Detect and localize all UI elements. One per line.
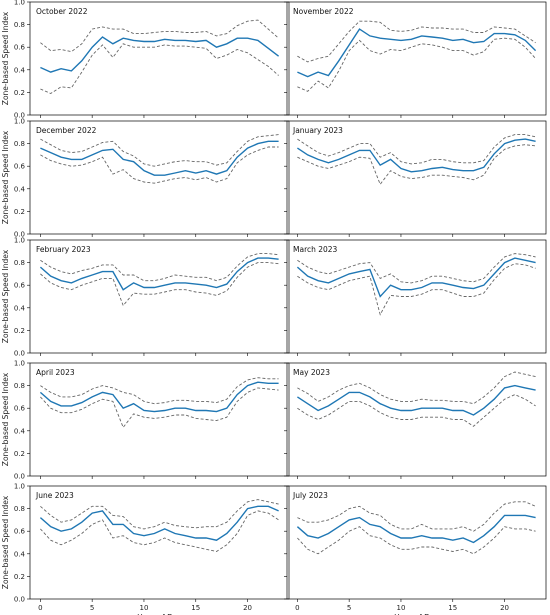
panel-6-mean-line <box>296 257 536 298</box>
panel-1-frame <box>29 1 290 116</box>
panel-6-lower-bound-line <box>297 263 536 316</box>
panel-5-ylabel: Zone-based Speed Index <box>1 249 10 343</box>
panel-10-xtick-label: 15 <box>448 604 457 612</box>
panel-5-ytick-label: 0.0 <box>14 350 25 358</box>
panel-10-xtick-label: 5 <box>347 604 351 612</box>
panel-9-ytick-label: 0.8 <box>14 505 25 513</box>
panel-6-upper-bound-line <box>297 253 536 284</box>
panel-10-mean-line <box>296 514 536 544</box>
panel-1-ytick-label: 0.4 <box>14 66 26 74</box>
panel-9-frame <box>29 485 290 600</box>
panel-7-ytick-label: 0.0 <box>14 473 25 481</box>
panel-9-xtick-label: 15 <box>191 604 200 612</box>
panel-5-ytick-label: 0.2 <box>14 327 25 335</box>
panel-1-ytick-label: 0.0 <box>14 112 25 120</box>
panel-3-ytick-label: 0.2 <box>14 208 25 216</box>
panel-7-ylabel: Zone-based Speed Index <box>1 372 10 466</box>
panel-7-mean-line <box>39 381 279 413</box>
panel-5-upper-bound-line <box>40 253 279 282</box>
panel-9-xtick-label: 10 <box>139 604 148 612</box>
panel-10-xlabel: Hour of Day <box>394 613 439 615</box>
panel-3-ylabel: Zone-based Speed Index <box>1 130 10 224</box>
panel-3-title: December 2022 <box>36 126 97 135</box>
panel-7-ytick-label: 1.0 <box>14 360 25 368</box>
panel-8-mean-line <box>297 384 536 416</box>
panel-9-title: June 2023 <box>35 491 74 500</box>
panel-4-title: January 2023 <box>292 126 343 135</box>
panel-10-title: July 2023 <box>292 491 328 500</box>
panel-5-lower-bound-line <box>40 262 279 307</box>
panel-10-upper-bound-line <box>297 501 536 532</box>
panel-9-xtick-label: 0 <box>38 604 42 612</box>
panel-7-lower-bound-line <box>40 387 279 429</box>
panel-7-ytick-label: 0.2 <box>14 450 25 458</box>
panel-2-title: November 2022 <box>293 7 354 16</box>
panel-5-ytick-label: 0.8 <box>14 259 25 267</box>
panel-1-upper-bound-line <box>40 19 279 53</box>
panel-5-ytick-label: 0.6 <box>14 282 26 290</box>
panel-6-frame <box>286 239 547 354</box>
panel-9-ytick-label: 0.2 <box>14 573 25 581</box>
panel-9-lower-bound-line <box>40 510 279 552</box>
panel-1-title: October 2022 <box>36 7 88 16</box>
panel-8-title: May 2023 <box>293 368 330 377</box>
panel-4-lower-bound-line <box>297 144 536 186</box>
panel-1-mean-line <box>40 36 280 73</box>
panel-5-frame <box>29 239 290 354</box>
panel-3-mean-line <box>40 140 279 176</box>
panel-1-ytick-label: 0.6 <box>14 44 26 52</box>
panel-3-ytick-label: 0.4 <box>14 185 26 193</box>
panel-9-ytick-label: 1.0 <box>14 483 25 491</box>
panel-3-upper-bound-line <box>40 134 279 167</box>
panel-3-ytick-label: 0.8 <box>14 140 25 148</box>
panel-9-ylabel: Zone-based Speed Index <box>1 495 10 589</box>
panel-9-xtick-label: 20 <box>243 604 252 612</box>
panel-10-lower-bound-line <box>297 526 536 555</box>
panel-7-ytick-label: 0.6 <box>14 405 26 413</box>
panel-1-ylabel: Zone-based Speed Index <box>1 11 10 105</box>
panel-2-mean-line <box>297 28 537 78</box>
panel-8-frame <box>286 362 547 477</box>
panel-1-ytick-label: 0.8 <box>14 21 25 29</box>
panel-5-ytick-label: 1.0 <box>14 237 25 245</box>
panel-7-upper-bound-line <box>40 377 279 405</box>
panel-10-xtick-label: 0 <box>295 604 299 612</box>
panel-7-ytick-label: 0.4 <box>14 427 26 435</box>
panel-4-mean-line <box>297 138 536 173</box>
panel-7-ytick-label: 0.8 <box>14 382 25 390</box>
panel-8-lower-bound-line <box>297 394 536 427</box>
panel-7-frame <box>29 362 290 477</box>
panel-1-lower-bound-line <box>40 43 279 95</box>
panel-9-xtick-label: 5 <box>90 604 94 612</box>
panel-5-ytick-label: 0.4 <box>14 304 26 312</box>
panel-9-upper-bound-line <box>40 499 279 530</box>
panel-3-ytick-label: 0.6 <box>14 163 26 171</box>
panel-9-ytick-label: 0.6 <box>14 528 26 536</box>
panel-1-ytick-label: 0.2 <box>14 89 25 97</box>
panel-2-lower-bound-line <box>297 37 536 92</box>
panel-3-ytick-label: 0.0 <box>14 231 25 239</box>
panel-6-title: March 2023 <box>293 245 338 254</box>
panel-3-ytick-label: 1.0 <box>14 118 25 126</box>
panel-9-xlabel: Hour of Day <box>137 613 182 615</box>
panel-9-mean-line <box>39 505 279 541</box>
panel-5-mean-line <box>39 257 279 291</box>
panel-2-frame <box>286 1 547 116</box>
panel-5-title: February 2023 <box>36 245 91 254</box>
panel-3-frame <box>29 120 290 235</box>
panel-9-ytick-label: 0.0 <box>14 596 25 604</box>
panel-2-upper-bound-line <box>297 20 536 63</box>
panel-9-ytick-label: 0.4 <box>14 550 26 558</box>
panel-10-frame <box>286 485 547 600</box>
panel-8-upper-bound-line <box>297 371 536 405</box>
panel-7-title: April 2023 <box>36 368 75 377</box>
panel-10-xtick-label: 20 <box>500 604 509 612</box>
panel-10-xtick-label: 10 <box>396 604 405 612</box>
panel-1-ytick-label: 1.0 <box>14 0 25 7</box>
panel-3-lower-bound-line <box>40 146 279 184</box>
panel-4-upper-bound-line <box>297 134 536 165</box>
panel-4-frame <box>286 120 547 235</box>
